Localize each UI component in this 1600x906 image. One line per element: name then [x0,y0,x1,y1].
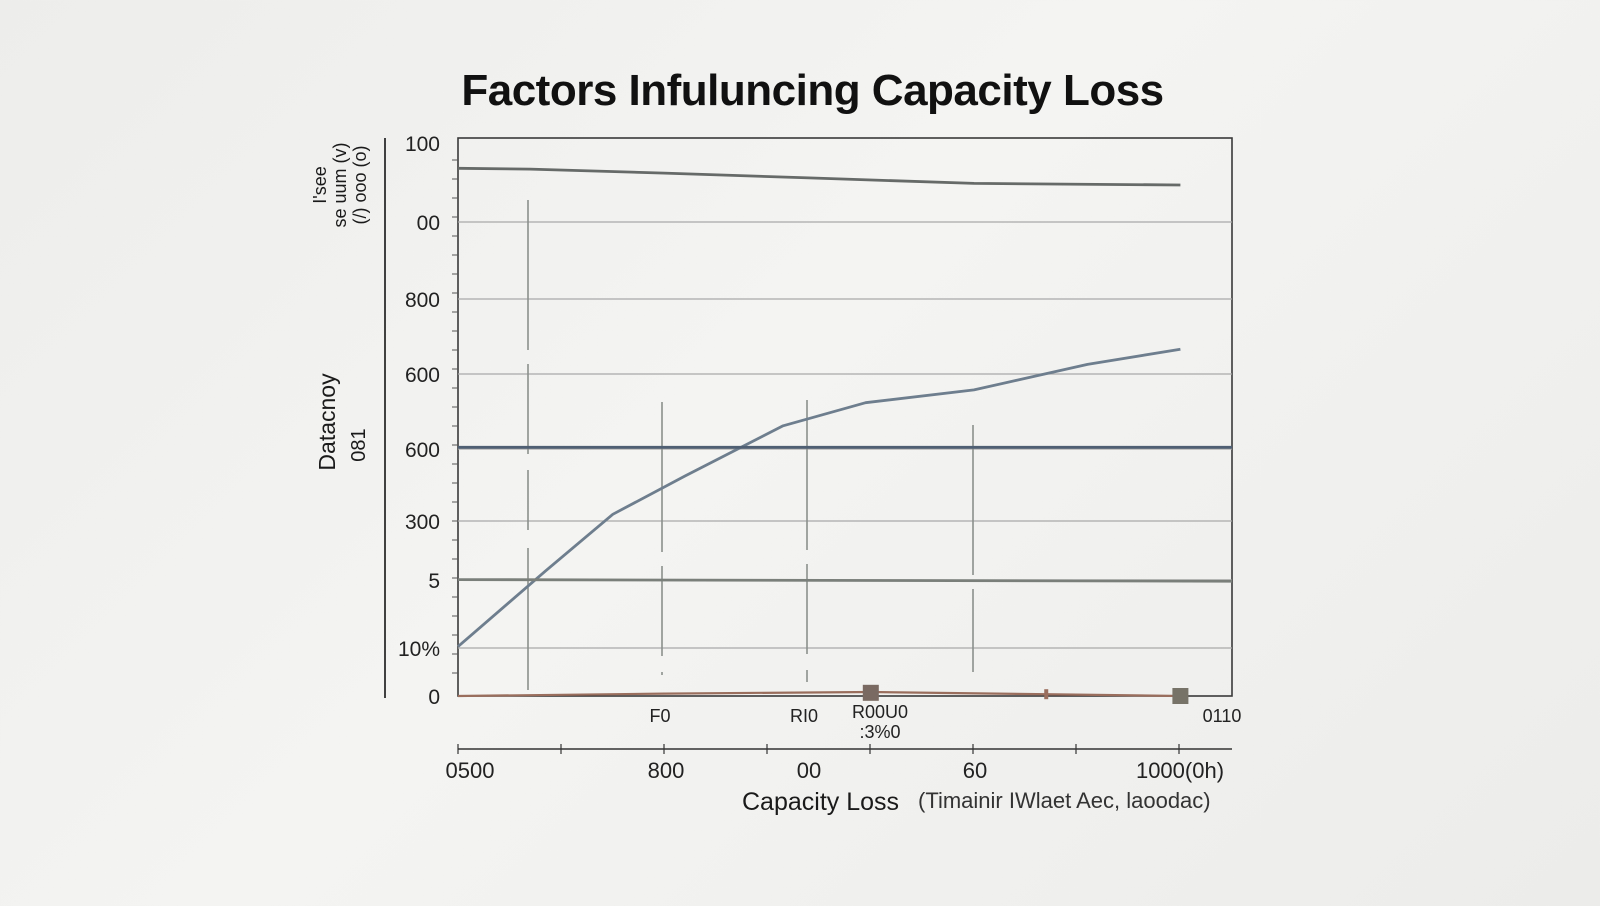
y-tick-label: 00 [417,212,440,235]
y-axis-top-label: (/) ooo (o) [350,145,370,224]
x-tick-label: 60 [963,758,987,783]
y-tick-label: 10% [398,638,440,661]
x-tick-label: 0500 [446,758,495,783]
y-axis-top-label: I'see [310,166,330,203]
data-marker-tick [1044,689,1049,700]
x-tick-label: 800 [648,758,685,783]
y-tick-label: 600 [405,439,440,462]
y-axis-top-label: se uum (v) [330,142,350,227]
x-upper-label: 0110 [1203,706,1242,726]
series-line-2 [457,347,1181,648]
y-tick-label: 300 [405,511,440,534]
y-tick-label: 0 [428,686,440,709]
x-tick-label: 00 [797,758,821,783]
x-upper-label: F0 [649,706,670,726]
y-axis-label: Datacnoy [314,373,340,471]
y-tick-label: 100 [405,133,440,156]
plot-frame [457,137,1233,697]
y-tick-label: 800 [405,289,440,312]
y-axis-sublabel: 081 [348,428,370,461]
y-tick-label: 600 [405,364,440,387]
y-tick-label: 5 [428,570,440,593]
x-upper-label: RI0 [790,706,818,726]
data-marker [862,684,879,701]
x-axis-label: Capacity Loss [742,788,899,816]
chart-title: Factors Infuluncing Capacity Loss [461,66,1164,115]
series-line-1 [457,166,1181,187]
x-upper-label: R00U0 [852,702,908,722]
x-tick-label: 1000(0h) [1136,758,1224,783]
series-line-4 [457,578,1233,583]
x-axis-label-paren: (Timainir IWlaet Aec, laoodac) [918,788,1211,813]
data-marker [1172,688,1189,704]
x-upper-label: :3%0 [859,722,900,742]
